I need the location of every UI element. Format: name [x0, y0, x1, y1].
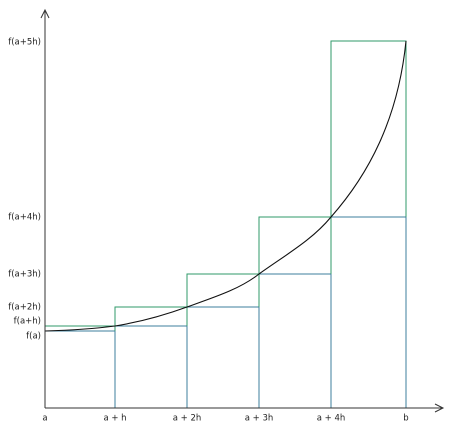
upper-rect [186, 273, 260, 307]
y-label: f(a+4h) [8, 213, 41, 223]
x-arrow [434, 403, 445, 413]
x-label: a + h [103, 414, 126, 424]
curve [44, 40, 407, 332]
lower-rectangles [44, 216, 407, 408]
y-label: f(a+h) [14, 317, 41, 327]
upper-rect [114, 306, 188, 326]
upper-rect [258, 216, 332, 274]
lower-rect [330, 216, 407, 408]
y-label: f(a) [26, 332, 41, 342]
x-label: a + 3h [245, 414, 274, 424]
x-label: b [403, 414, 408, 424]
x-label: a + 2h [173, 414, 202, 424]
y-label: f(a+5h) [8, 38, 41, 48]
axes [40, 8, 445, 413]
x-label: a + 4h [317, 414, 346, 424]
y-label: f(a+3h) [8, 270, 41, 280]
y-arrow [40, 8, 50, 19]
upper-rect [330, 40, 407, 217]
y-label: f(a+2h) [8, 303, 41, 313]
x-label: a [42, 414, 47, 424]
